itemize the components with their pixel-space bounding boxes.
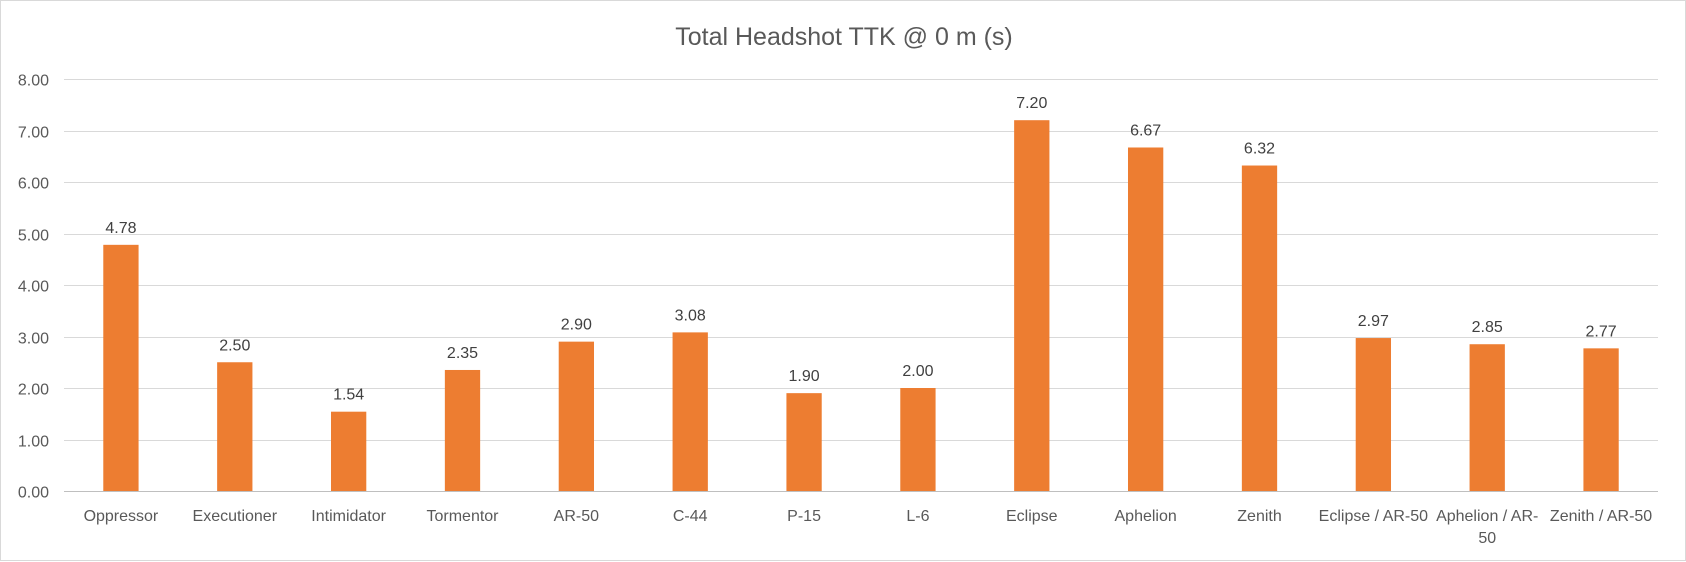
bar (900, 388, 936, 491)
y-tick-label: 8.00 (18, 73, 49, 90)
bars (103, 120, 1619, 491)
data-label: 3.08 (675, 307, 706, 324)
data-label: 2.35 (447, 345, 478, 362)
data-label: 2.50 (219, 337, 250, 354)
chart-title: Total Headshot TTK @ 0 m (s) (675, 23, 1013, 51)
category-label: Eclipse (1006, 508, 1058, 525)
category-label: Zenith / AR-50 (1550, 508, 1652, 525)
y-tick-label: 3.00 (18, 331, 49, 348)
data-label: 1.90 (789, 368, 820, 385)
y-tick-label: 2.00 (18, 382, 49, 399)
data-label: 1.54 (333, 387, 364, 404)
bar (672, 332, 708, 491)
bar (1469, 344, 1505, 491)
bar (1127, 147, 1164, 491)
bar (444, 369, 481, 491)
bar (103, 244, 139, 491)
gridlines (64, 79, 1658, 492)
data-label: 7.20 (1016, 95, 1047, 112)
y-tick-label: 7.00 (18, 125, 49, 142)
y-tick-label: 0.00 (18, 485, 49, 502)
data-label: 6.67 (1130, 122, 1161, 139)
data-label: 2.85 (1472, 319, 1503, 336)
category-label: Aphelion / AR-50 (1436, 508, 1538, 547)
category-label: Oppressor (84, 508, 159, 525)
bar (1355, 338, 1392, 491)
y-axis-tick-labels: 0.00 1.00 2.00 3.00 4.00 5.00 6.00 7.00 8.00 (18, 73, 49, 502)
data-labels: 4.78 2.50 1.54 2.35 2.90 3.08 1.90 2.00 7.20 6.67… (105, 95, 1616, 403)
bar (1241, 165, 1278, 491)
bar (330, 411, 367, 491)
bar (1014, 120, 1050, 491)
y-tick-label: 1.00 (18, 434, 49, 451)
category-label: P-15 (787, 508, 821, 525)
category-label: Aphelion (1115, 508, 1177, 525)
y-tick-label: 4.00 (18, 279, 49, 296)
category-label: Zenith (1237, 508, 1281, 525)
y-tick-label: 5.00 (18, 228, 49, 245)
data-label: 4.78 (105, 220, 136, 237)
category-label: AR-50 (554, 508, 599, 525)
x-axis-category-labels: Oppressor Executioner Intimidator Tormentor… (84, 508, 1653, 547)
bar (558, 341, 595, 491)
y-tick-label: 6.00 (18, 176, 49, 193)
bar (1583, 348, 1619, 491)
bar (786, 393, 822, 491)
category-label: L-6 (906, 508, 929, 525)
data-label: 2.97 (1358, 313, 1389, 330)
category-label: Eclipse / AR-50 (1319, 508, 1428, 525)
category-label: Tormentor (426, 508, 499, 525)
category-label: Executioner (193, 508, 278, 525)
data-label: 2.77 (1586, 323, 1617, 340)
category-label: Intimidator (311, 508, 386, 525)
bar (217, 362, 253, 491)
data-label: 2.90 (561, 317, 592, 334)
data-label: 6.32 (1244, 141, 1275, 158)
data-label: 2.00 (902, 363, 933, 380)
category-label: C-44 (673, 508, 708, 525)
